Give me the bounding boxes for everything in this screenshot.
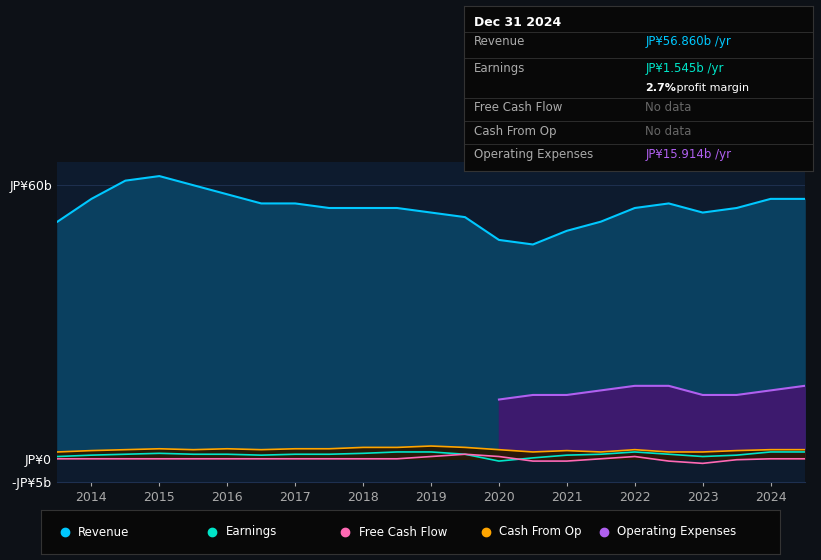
Text: 2.7%: 2.7%	[645, 83, 677, 94]
Text: No data: No data	[645, 124, 691, 138]
Text: JP¥1.545b /yr: JP¥1.545b /yr	[645, 62, 724, 75]
Text: Free Cash Flow: Free Cash Flow	[359, 525, 447, 539]
Text: Free Cash Flow: Free Cash Flow	[475, 101, 562, 114]
Text: Cash From Op: Cash From Op	[499, 525, 581, 539]
Text: JP¥56.860b /yr: JP¥56.860b /yr	[645, 35, 732, 48]
Text: Revenue: Revenue	[78, 525, 130, 539]
Text: Dec 31 2024: Dec 31 2024	[475, 16, 562, 29]
Text: No data: No data	[645, 101, 691, 114]
Text: profit margin: profit margin	[673, 83, 750, 94]
Text: Earnings: Earnings	[226, 525, 277, 539]
Text: Earnings: Earnings	[475, 62, 525, 75]
Text: Operating Expenses: Operating Expenses	[617, 525, 736, 539]
Text: JP¥15.914b /yr: JP¥15.914b /yr	[645, 148, 732, 161]
Text: Operating Expenses: Operating Expenses	[475, 148, 594, 161]
Text: Revenue: Revenue	[475, 35, 525, 48]
Text: Cash From Op: Cash From Op	[475, 124, 557, 138]
